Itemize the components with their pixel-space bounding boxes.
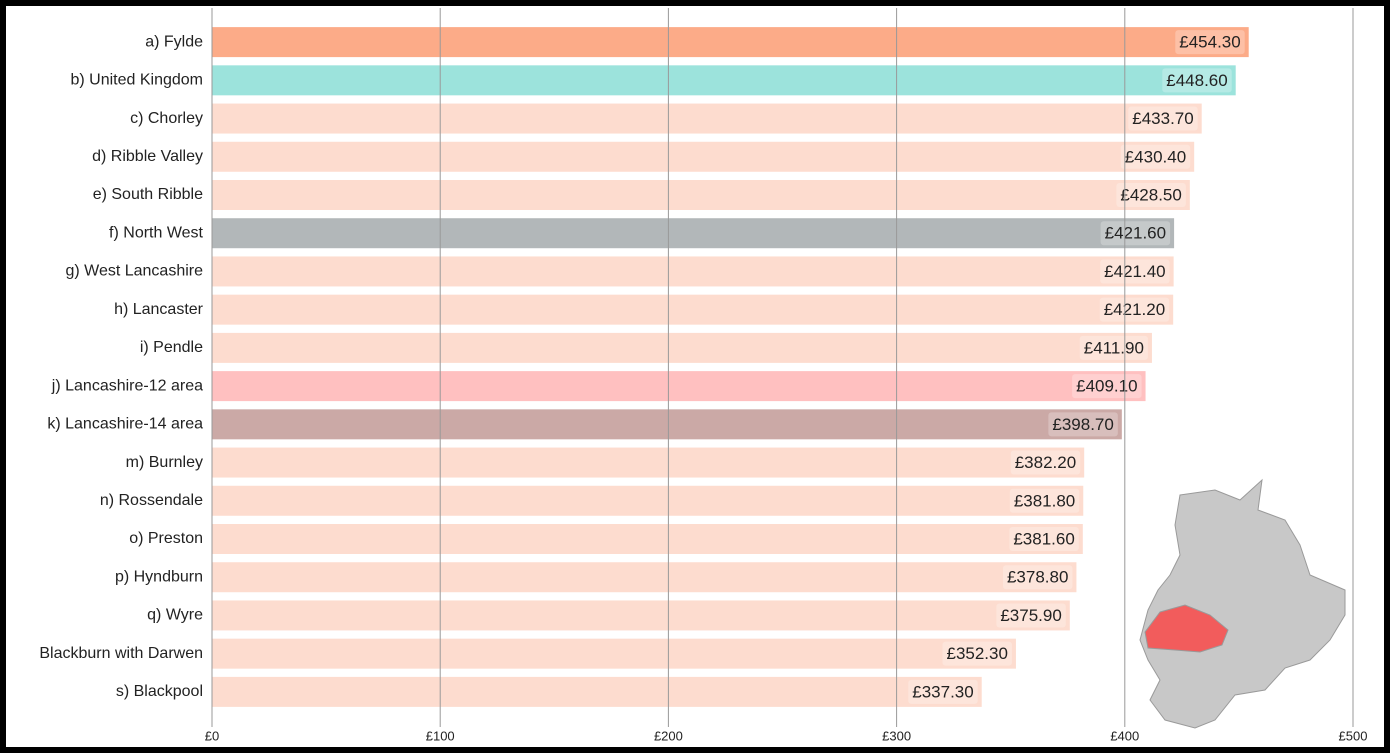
value-label-bg	[1009, 527, 1079, 551]
category-label: p) Hyndburn	[115, 568, 203, 585]
value-label-bg	[1079, 335, 1148, 360]
value-label-bg	[908, 679, 978, 704]
x-tick-label: £0	[205, 728, 219, 743]
category-label: o) Preston	[129, 530, 203, 547]
value-label: £430.40	[1125, 147, 1186, 166]
category-label: g) West Lancashire	[65, 263, 203, 280]
bar	[212, 332, 1152, 363]
value-label-bg	[1099, 297, 1170, 322]
x-tick-label: £400	[1110, 728, 1139, 743]
category-label: k) Lancashire-14 area	[47, 416, 203, 433]
value-label: £421.40	[1104, 262, 1165, 281]
category-label: c) Chorley	[130, 110, 203, 127]
value-label-bg	[1010, 450, 1081, 475]
bar	[212, 600, 1070, 631]
value-label-bg	[1128, 106, 1198, 131]
value-label: £378.80	[1007, 568, 1068, 587]
value-label: £428.50	[1120, 185, 1181, 204]
category-label: s) Blackpool	[116, 683, 203, 700]
x-tick-label: £200	[654, 728, 683, 743]
value-label-bg	[1002, 565, 1073, 590]
x-tick-label: £500	[1339, 728, 1368, 743]
bar	[212, 409, 1122, 440]
category-label: e) South Ribble	[93, 186, 203, 203]
value-label: £398.70	[1052, 415, 1113, 434]
value-label: £411.90	[1084, 338, 1144, 357]
value-label-bg	[1009, 488, 1080, 513]
category-label: m) Burnley	[126, 454, 203, 471]
value-label: £381.80	[1014, 491, 1075, 510]
bar	[212, 485, 1084, 516]
bar	[212, 256, 1174, 287]
value-label-bg	[1072, 374, 1142, 399]
map-inset	[1139, 478, 1346, 729]
x-tick-label: £100	[426, 728, 455, 743]
value-label-bg	[1120, 144, 1191, 169]
category-label: b) United Kingdom	[70, 72, 203, 89]
bar	[212, 103, 1202, 134]
value-label: £454.30	[1179, 33, 1240, 52]
bar	[212, 65, 1236, 96]
value-label-bg	[996, 603, 1066, 628]
bar	[212, 141, 1195, 172]
category-label: a) Fylde	[145, 33, 203, 50]
bar	[212, 180, 1190, 210]
category-label: f) North West	[109, 224, 204, 241]
value-label: £421.60	[1105, 224, 1166, 243]
bar	[212, 371, 1146, 402]
value-label: £382.20	[1015, 453, 1076, 472]
value-label-bg	[1048, 412, 1118, 437]
value-label: £421.20	[1104, 300, 1165, 319]
bar	[212, 638, 1016, 669]
x-tick-label: £300	[882, 728, 911, 743]
bar	[212, 524, 1083, 554]
category-label: h) Lancaster	[114, 301, 204, 318]
value-label-bg	[1162, 68, 1232, 93]
value-label: £352.30	[946, 644, 1007, 663]
value-label: £337.30	[912, 682, 973, 701]
map-highlight	[1144, 604, 1229, 653]
value-label-bg	[1175, 30, 1245, 55]
bar	[212, 218, 1175, 249]
bar	[212, 562, 1077, 593]
value-label-bg	[1100, 221, 1171, 246]
category-label: n) Rossendale	[100, 492, 203, 509]
bar	[212, 27, 1249, 58]
value-label: £375.90	[1000, 606, 1061, 625]
bar	[212, 447, 1085, 478]
category-label: j) Lancashire-12 area	[51, 377, 203, 394]
value-label: £433.70	[1132, 109, 1193, 128]
bar	[212, 294, 1174, 325]
value-label: £448.60	[1166, 71, 1227, 90]
value-label-bg	[1116, 183, 1186, 207]
bar	[212, 676, 982, 707]
category-label: i) Pendle	[140, 339, 203, 356]
value-label-bg	[942, 641, 1012, 666]
value-label: £409.10	[1076, 377, 1137, 396]
category-label: d) Ribble Valley	[92, 148, 203, 165]
map-region	[1139, 478, 1346, 729]
value-label-bg	[1100, 259, 1170, 284]
category-label: Blackburn with Darwen	[39, 645, 203, 662]
value-label: £381.60	[1013, 529, 1074, 548]
category-label: q) Wyre	[147, 607, 203, 624]
